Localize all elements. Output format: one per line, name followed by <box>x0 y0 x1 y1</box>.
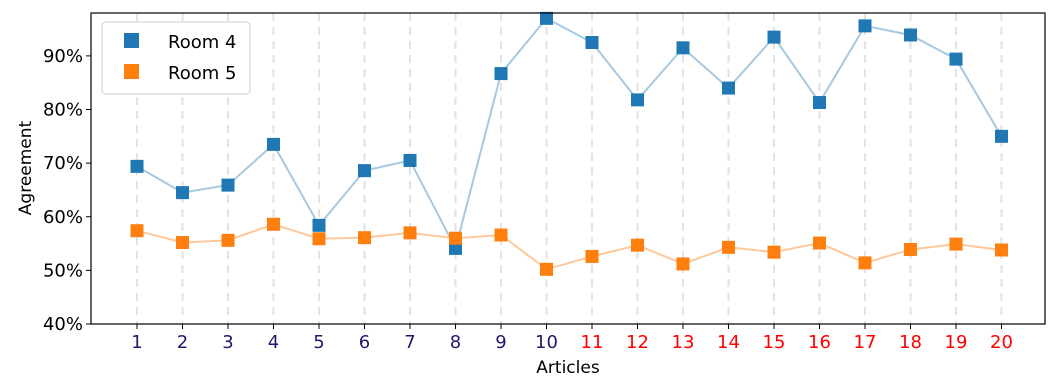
x-tick-label: 12 <box>626 332 649 353</box>
data-point <box>813 96 826 110</box>
x-tick-label: 7 <box>404 332 415 353</box>
data-point <box>813 236 826 250</box>
series-room-5 <box>130 217 1008 276</box>
legend-marker-room-4 <box>124 33 139 48</box>
data-point <box>221 233 235 247</box>
y-tick-label: 90% <box>43 46 83 67</box>
plot-frame <box>90 12 1046 325</box>
x-tick-label: 17 <box>854 332 877 353</box>
x-tick-label: 20 <box>990 332 1013 353</box>
data-point <box>130 159 144 173</box>
series-layer <box>130 11 1008 276</box>
x-tick-label: 5 <box>313 332 324 353</box>
data-point <box>403 226 417 240</box>
y-axis-title: Agreement <box>16 120 36 215</box>
data-point <box>949 52 963 66</box>
data-point <box>631 93 644 107</box>
data-point <box>403 153 417 167</box>
x-tick-label: 14 <box>717 332 740 353</box>
data-point <box>767 245 781 259</box>
data-point <box>585 249 599 263</box>
data-point <box>858 19 872 33</box>
data-point <box>858 256 872 270</box>
data-point <box>130 224 144 238</box>
x-tick-label: 1 <box>131 332 142 353</box>
data-point <box>449 231 462 245</box>
x-tick-label: 16 <box>808 332 831 353</box>
y-tick-label: 70% <box>43 153 83 174</box>
x-tick-label: 13 <box>672 332 695 353</box>
data-point <box>358 231 371 245</box>
data-point <box>176 235 189 249</box>
x-tick-label: 4 <box>268 332 279 353</box>
x-tick-label: 6 <box>359 332 370 353</box>
legend-marker-room-5 <box>124 64 139 79</box>
data-point <box>676 257 690 271</box>
data-point <box>221 178 235 192</box>
data-point <box>494 228 508 242</box>
data-point <box>995 129 1008 143</box>
data-point <box>585 35 599 49</box>
data-point <box>449 241 462 255</box>
data-point <box>176 186 189 200</box>
data-point <box>267 217 280 231</box>
legend: Room 4 Room 5 <box>101 21 251 95</box>
series-room-4 <box>130 11 1008 255</box>
data-point <box>312 232 326 246</box>
x-axis-title: Articles <box>536 358 600 377</box>
x-tick-label: 9 <box>495 332 506 353</box>
x-tick-label: 8 <box>450 332 461 353</box>
series-line <box>136 17 1003 252</box>
data-point <box>767 30 781 44</box>
y-tick-label: 50% <box>43 260 83 281</box>
x-tick-label: 18 <box>899 332 922 353</box>
axes: 1 2 3 4 5 6 7 8 9 10 11 12 13 14 15 16 17 18 19 2040%50%60%… <box>43 46 1013 353</box>
data-point <box>631 238 644 252</box>
x-tick-label: 10 <box>535 332 558 353</box>
data-point <box>676 41 690 55</box>
data-point <box>312 218 326 232</box>
gridlines <box>136 13 1003 324</box>
data-point <box>722 81 735 95</box>
x-tick-label: 15 <box>763 332 786 353</box>
y-tick-label: 40% <box>43 314 83 335</box>
x-tick-label: 2 <box>177 332 188 353</box>
data-point <box>904 242 917 256</box>
data-point <box>904 28 917 42</box>
series-line <box>136 223 1002 271</box>
data-point <box>358 164 371 178</box>
data-point <box>267 137 280 151</box>
legend-label-room-5: Room 5 <box>168 63 236 84</box>
x-tick-label: 11 <box>581 332 604 353</box>
data-point <box>995 243 1008 257</box>
data-point <box>540 262 553 276</box>
data-point <box>949 237 963 251</box>
x-tick-label: 3 <box>222 332 233 353</box>
legend-label-room-4: Room 4 <box>168 32 236 53</box>
y-tick-label: 60% <box>43 207 83 228</box>
data-point <box>722 240 735 254</box>
data-point <box>540 11 553 25</box>
data-point <box>494 67 508 81</box>
y-tick-label: 80% <box>43 100 83 121</box>
x-tick-label: 19 <box>945 332 968 353</box>
